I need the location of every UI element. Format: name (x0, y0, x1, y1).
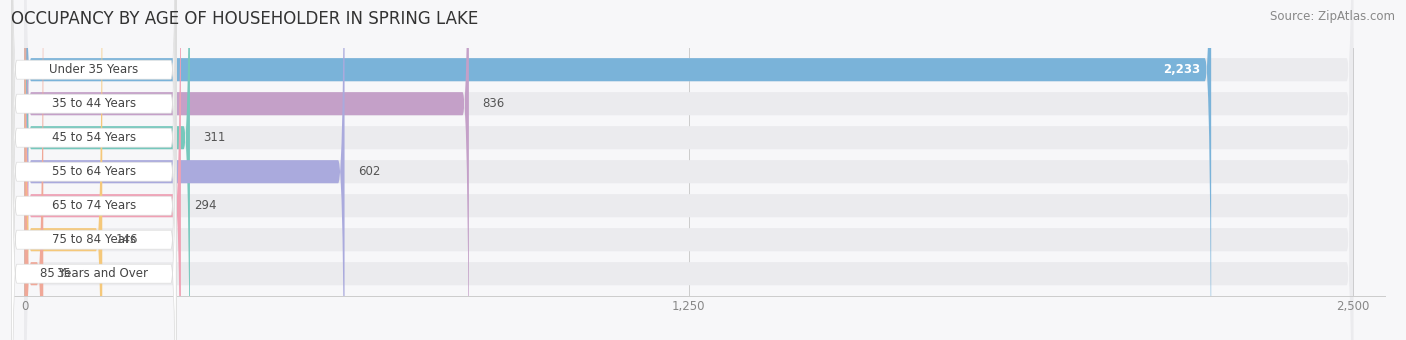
Text: OCCUPANCY BY AGE OF HOUSEHOLDER IN SPRING LAKE: OCCUPANCY BY AGE OF HOUSEHOLDER IN SPRIN… (11, 10, 478, 28)
FancyBboxPatch shape (25, 0, 1353, 340)
FancyBboxPatch shape (11, 0, 176, 340)
FancyBboxPatch shape (25, 0, 344, 340)
FancyBboxPatch shape (25, 0, 190, 340)
Text: 836: 836 (482, 97, 505, 110)
Text: 311: 311 (204, 131, 225, 144)
Text: 65 to 74 Years: 65 to 74 Years (52, 199, 136, 212)
Text: 146: 146 (115, 233, 138, 246)
FancyBboxPatch shape (11, 0, 176, 340)
FancyBboxPatch shape (25, 0, 181, 340)
FancyBboxPatch shape (25, 0, 1353, 340)
FancyBboxPatch shape (25, 0, 1353, 340)
Text: 35 to 44 Years: 35 to 44 Years (52, 97, 136, 110)
FancyBboxPatch shape (11, 0, 176, 340)
FancyBboxPatch shape (25, 0, 1211, 340)
Text: 55 to 64 Years: 55 to 64 Years (52, 165, 136, 178)
Text: Under 35 Years: Under 35 Years (49, 63, 139, 76)
Text: 602: 602 (359, 165, 380, 178)
Text: 45 to 54 Years: 45 to 54 Years (52, 131, 136, 144)
FancyBboxPatch shape (25, 0, 1353, 340)
Text: 294: 294 (194, 199, 217, 212)
FancyBboxPatch shape (11, 0, 176, 340)
FancyBboxPatch shape (25, 0, 44, 340)
FancyBboxPatch shape (25, 0, 1353, 340)
FancyBboxPatch shape (25, 0, 468, 340)
FancyBboxPatch shape (25, 0, 103, 340)
Text: 35: 35 (56, 267, 72, 280)
FancyBboxPatch shape (11, 0, 176, 340)
Text: 2,233: 2,233 (1163, 63, 1201, 76)
FancyBboxPatch shape (11, 0, 176, 340)
Text: Source: ZipAtlas.com: Source: ZipAtlas.com (1270, 10, 1395, 23)
FancyBboxPatch shape (25, 0, 1353, 340)
FancyBboxPatch shape (25, 0, 1353, 340)
FancyBboxPatch shape (11, 0, 176, 340)
Text: 75 to 84 Years: 75 to 84 Years (52, 233, 136, 246)
Text: 85 Years and Over: 85 Years and Over (39, 267, 148, 280)
